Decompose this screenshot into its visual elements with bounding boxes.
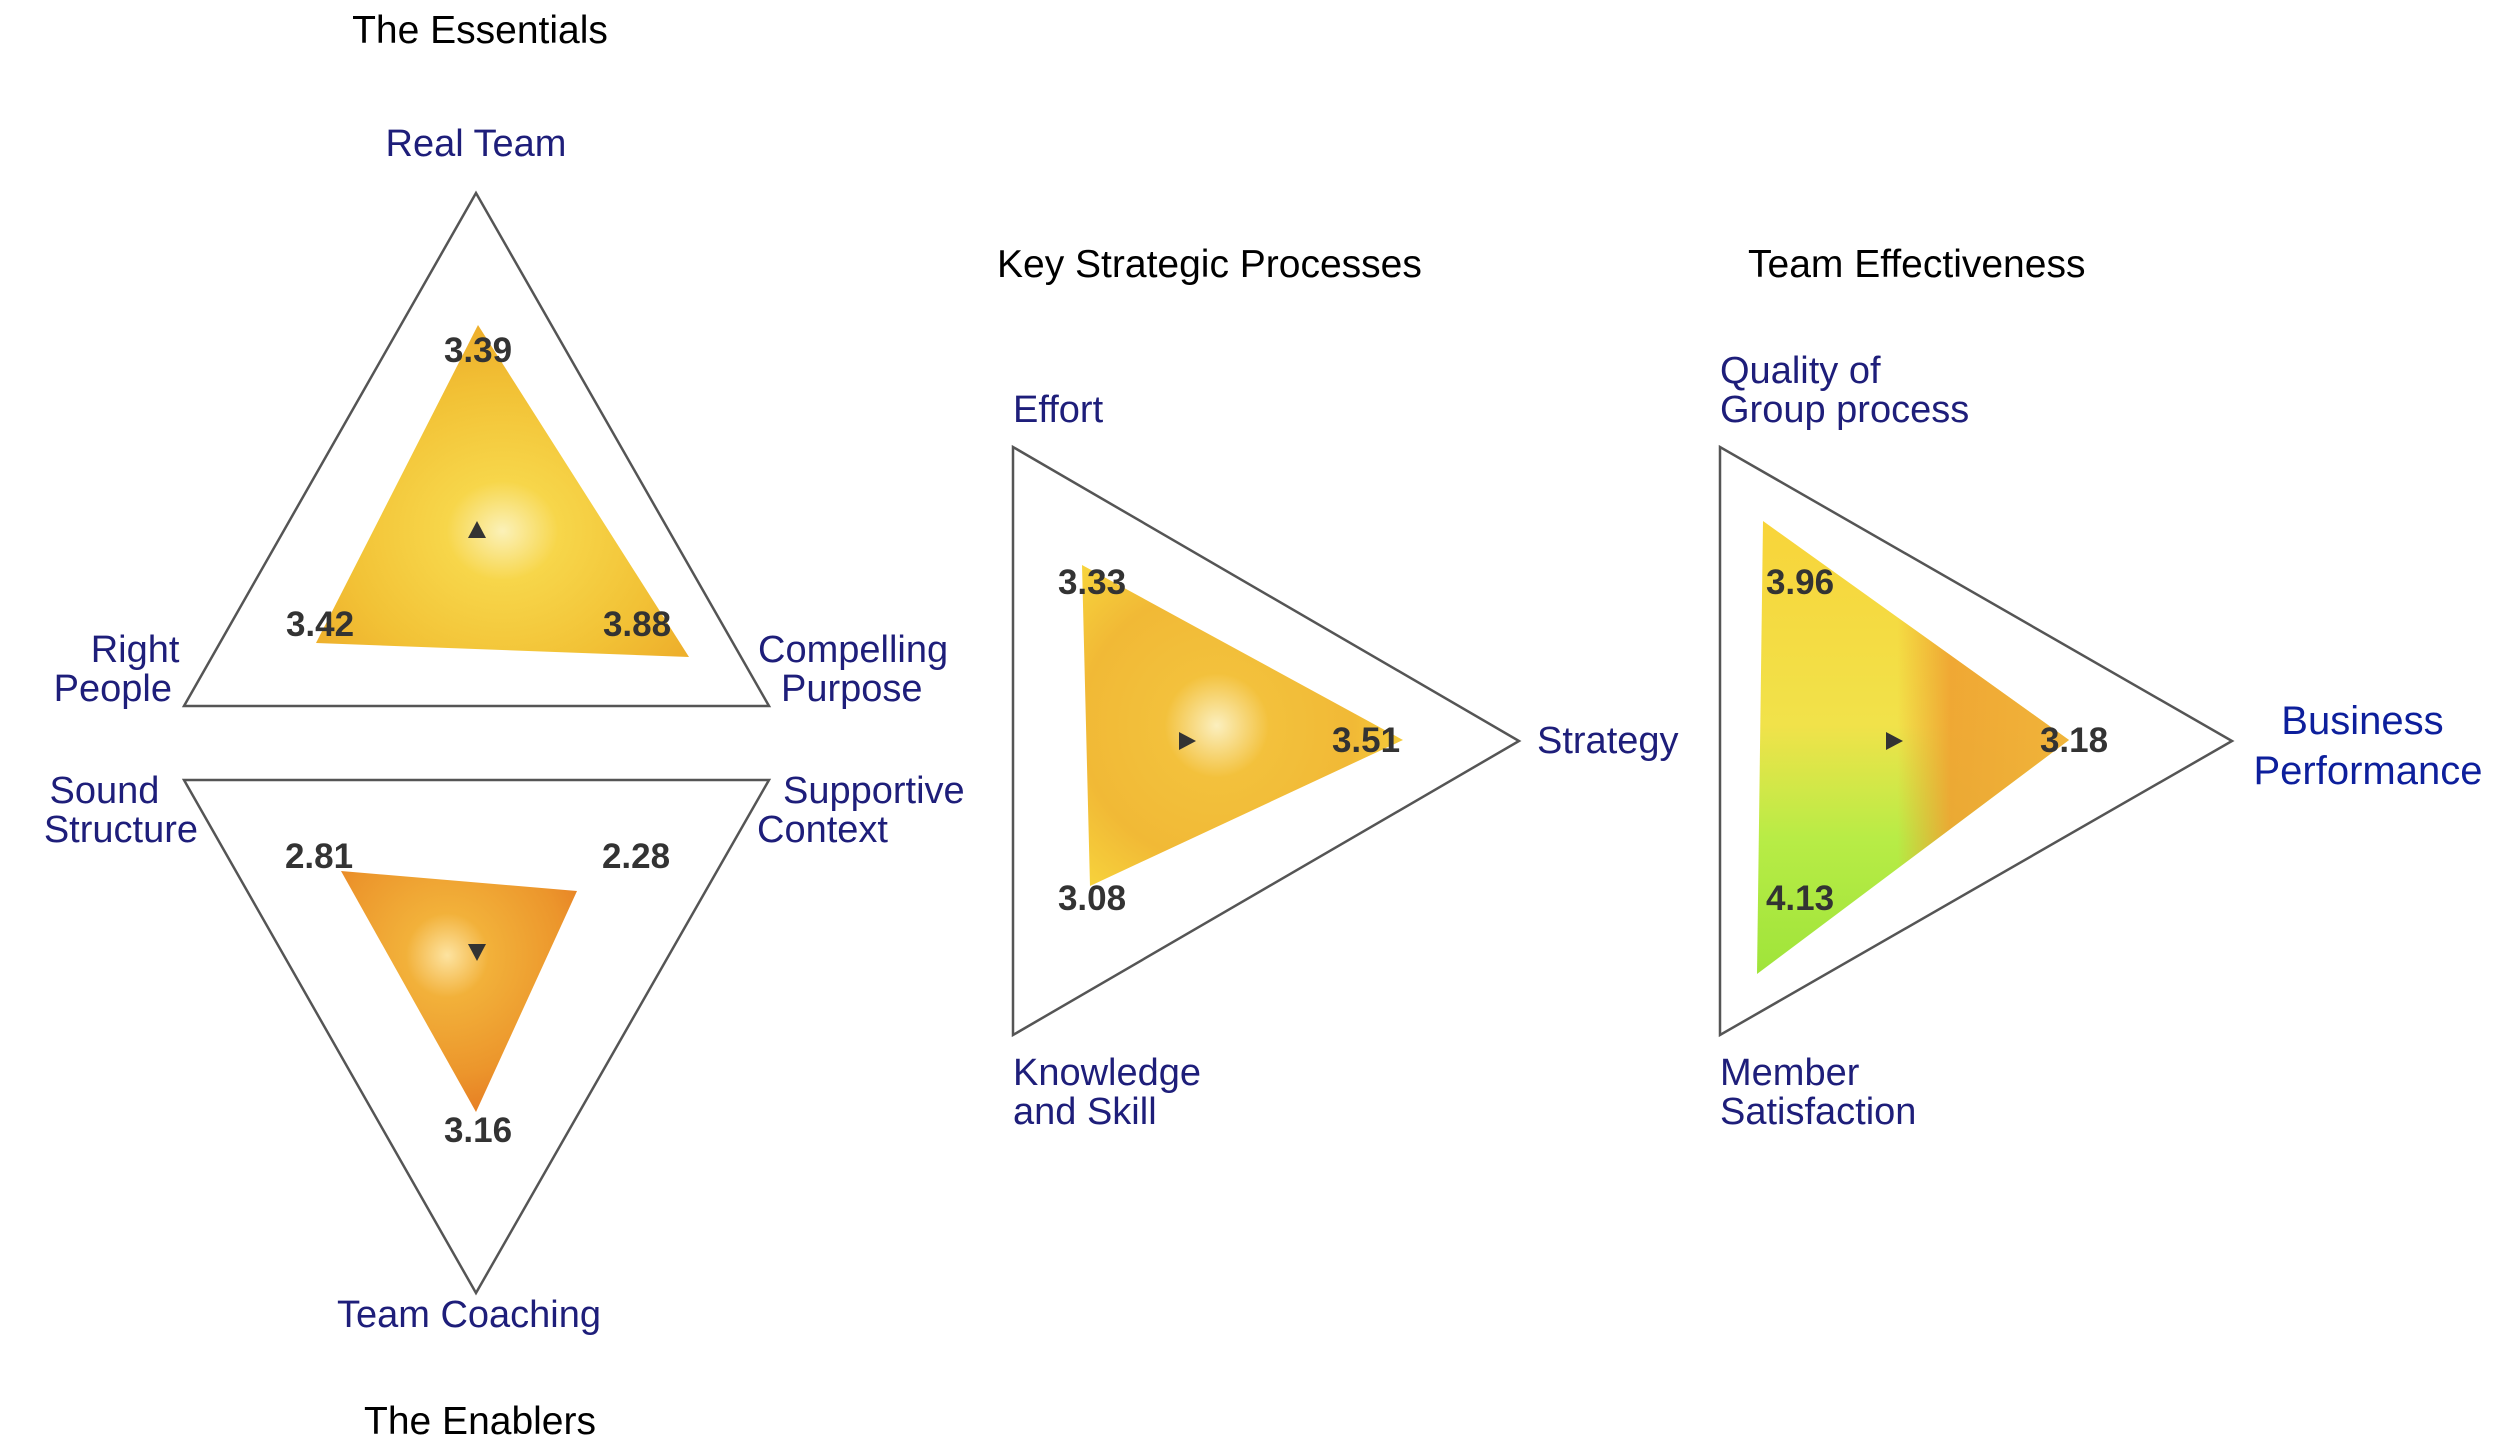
value-real-team: 3.39	[444, 331, 512, 370]
value-effort: 3.33	[1058, 563, 1126, 602]
value-compelling-purpose: 3.88	[603, 605, 671, 644]
value-team-coaching: 3.16	[444, 1111, 512, 1150]
value-quality-of-group-process: 3.96	[1766, 563, 1834, 602]
axis-label-real-team: Real Team	[386, 123, 567, 165]
down-arrow-marker-icon	[468, 944, 486, 961]
value-supportive-context: 2.28	[602, 837, 670, 876]
processes-panel: Key Strategic Processes Effort Strategy …	[997, 243, 1679, 1133]
effectiveness-panel: Team Effectiveness Quality of Group proc…	[1718, 243, 2483, 1133]
axis-label-business-performance: Business Performance	[2254, 699, 2483, 793]
right-arrow-marker-icon	[1179, 732, 1196, 750]
essentials-score-area	[316, 325, 689, 657]
value-knowledge-and-skill: 3.08	[1058, 879, 1126, 918]
axis-label-right-people: Right People	[54, 629, 190, 710]
up-arrow-marker-icon	[468, 521, 486, 538]
value-right-people: 3.42	[286, 605, 354, 644]
processes-title: Key Strategic Processes	[997, 243, 1422, 286]
enablers-title: The Enablers	[364, 1400, 596, 1443]
axis-label-quality-of-group-process: Quality of Group process	[1720, 350, 1969, 431]
essentials-panel: The Essentials Real Team Right People Co…	[54, 9, 959, 710]
axis-label-strategy: Strategy	[1537, 720, 1679, 762]
value-strategy: 3.51	[1332, 721, 1400, 760]
value-business-performance: 3.18	[2040, 721, 2108, 760]
axis-label-knowledge-and-skill: Knowledge and Skill	[1013, 1052, 1212, 1133]
axis-label-member-satisfaction: Member Satisfaction	[1720, 1052, 1916, 1133]
enablers-score-area	[341, 871, 577, 1112]
axis-label-supportive-context: Supportive Context	[757, 770, 975, 851]
processes-score-area	[1082, 565, 1403, 886]
axis-label-sound-structure: Sound Structure	[44, 770, 198, 851]
right-arrow-marker-icon	[1886, 732, 1903, 750]
axis-label-team-coaching: Team Coaching	[337, 1294, 601, 1336]
effectiveness-score-area-overlay	[1757, 521, 2069, 974]
value-member-satisfaction: 4.13	[1766, 879, 1834, 918]
enablers-panel: Sound Structure Supportive Context Team …	[44, 770, 975, 1443]
axis-label-effort: Effort	[1013, 389, 1104, 431]
axis-label-compelling-purpose: Compelling Purpose	[758, 629, 959, 710]
essentials-title: The Essentials	[352, 9, 608, 52]
effectiveness-title: Team Effectiveness	[1748, 243, 2085, 286]
value-sound-structure: 2.81	[285, 837, 353, 876]
